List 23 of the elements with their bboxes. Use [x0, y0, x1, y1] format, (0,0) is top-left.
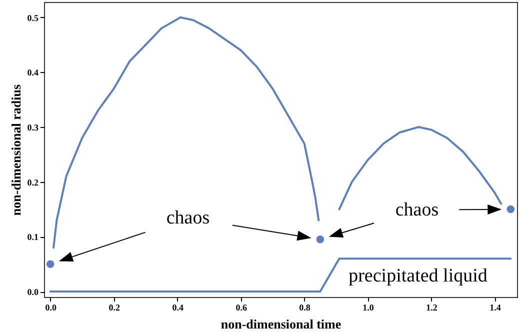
y-tick-label: 0.3	[27, 122, 39, 133]
y-tick-label: 0.0	[27, 287, 39, 298]
annotation: precipitated liquid	[348, 266, 488, 286]
x-axis-title: non-dimensional time	[220, 316, 342, 332]
x-tick-label: 0.8	[299, 302, 311, 312]
y-tick-label: 0.4	[27, 68, 39, 78]
point	[506, 205, 515, 214]
x-tick-label: 1.0	[362, 302, 374, 312]
x-tick-label: 1.4	[490, 302, 502, 312]
x-tick-label: 1.2	[426, 302, 438, 312]
annotation: chaos	[395, 200, 439, 220]
point	[46, 260, 54, 268]
y-tick-label: 0.2	[27, 177, 39, 188]
x-tick-label: 0.2	[108, 302, 120, 312]
annotation: chaos	[166, 208, 210, 228]
point	[316, 236, 324, 244]
line-series	[52, 16, 320, 249]
x-tick-label: 0.4	[172, 302, 184, 312]
x-tick-label: 0.6	[236, 302, 248, 312]
x-tick-label: 0.0	[45, 302, 57, 312]
y-tick-label: 0.1	[27, 232, 39, 242]
y-tick-label: 0.5	[27, 12, 39, 23]
y-axis-title: non-dimensional radius	[8, 84, 24, 216]
